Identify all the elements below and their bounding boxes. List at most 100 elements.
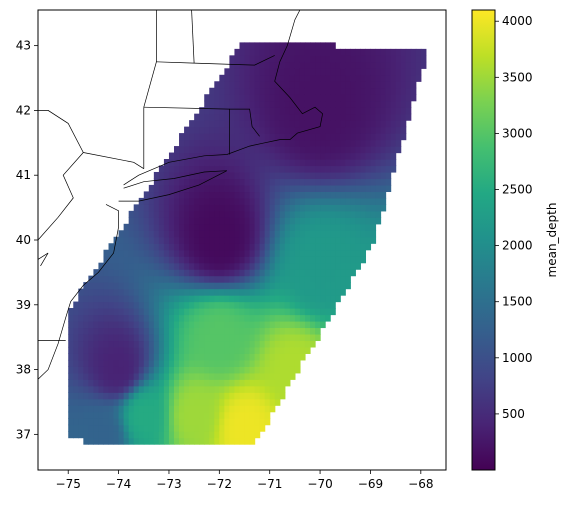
depth-cell xyxy=(395,81,402,89)
depth-cell xyxy=(224,191,231,199)
depth-cell xyxy=(108,385,115,393)
depth-cell xyxy=(138,366,145,374)
depth-cell xyxy=(325,275,331,283)
depth-cell xyxy=(128,262,135,270)
depth-cell xyxy=(390,139,397,147)
depth-cell xyxy=(284,126,291,134)
depth-cell xyxy=(315,301,321,309)
depth-cell xyxy=(224,301,231,309)
depth-cell xyxy=(113,424,120,432)
depth-cell xyxy=(153,256,160,264)
depth-cell xyxy=(289,55,296,63)
map-layer xyxy=(68,42,427,445)
depth-cell xyxy=(179,320,185,329)
depth-cell xyxy=(163,372,170,380)
depth-cell xyxy=(350,210,356,218)
depth-cell xyxy=(224,437,231,445)
depth-cell xyxy=(304,333,311,342)
depth-cell xyxy=(269,61,276,69)
depth-cell xyxy=(168,333,175,342)
depth-cell xyxy=(133,262,140,270)
depth-cell xyxy=(365,74,372,82)
depth-cell xyxy=(380,171,387,180)
depth-cell xyxy=(249,165,256,173)
depth-cell xyxy=(284,133,291,141)
depth-cell xyxy=(360,230,367,238)
depth-cell xyxy=(113,262,120,270)
depth-cell xyxy=(229,133,236,141)
depth-cell xyxy=(335,223,341,231)
depth-cell xyxy=(234,385,241,393)
depth-cell xyxy=(264,113,271,121)
depth-cell xyxy=(299,191,306,199)
depth-cell xyxy=(249,120,256,128)
depth-cell xyxy=(174,282,180,290)
depth-cell xyxy=(163,359,170,367)
depth-cell xyxy=(184,295,190,303)
depth-cell xyxy=(345,94,351,102)
depth-cell xyxy=(103,282,110,290)
depth-cell xyxy=(340,48,346,56)
depth-cell xyxy=(224,320,231,329)
depth-cell xyxy=(219,385,225,393)
depth-cell xyxy=(269,146,276,154)
depth-cell xyxy=(204,107,210,115)
depth-cell xyxy=(179,282,185,290)
depth-cell xyxy=(315,275,321,283)
depth-cell xyxy=(118,424,125,432)
depth-cell xyxy=(355,184,361,193)
depth-cell xyxy=(118,411,125,419)
depth-cell xyxy=(325,165,331,173)
depth-cell xyxy=(365,171,372,180)
depth-cell xyxy=(239,126,246,134)
depth-cell xyxy=(380,81,387,89)
depth-cell xyxy=(163,184,170,193)
depth-cell xyxy=(279,243,286,251)
depth-cell xyxy=(68,346,74,354)
depth-cell xyxy=(249,204,256,212)
depth-cell xyxy=(229,159,236,167)
depth-cell xyxy=(93,308,100,316)
depth-cell xyxy=(204,308,210,316)
depth-cell xyxy=(219,178,225,186)
depth-cell xyxy=(128,340,135,348)
depth-cell xyxy=(365,217,372,225)
depth-cell xyxy=(345,223,351,231)
depth-cell xyxy=(118,372,125,380)
depth-cell xyxy=(103,288,110,296)
depth-cell xyxy=(214,230,220,238)
depth-cell xyxy=(340,282,346,290)
depth-cell xyxy=(304,48,311,56)
depth-cell xyxy=(93,372,100,380)
depth-cell xyxy=(194,398,200,406)
depth-cell xyxy=(254,379,261,387)
depth-cell xyxy=(350,178,356,186)
border-line xyxy=(83,152,144,169)
depth-cell xyxy=(320,197,326,205)
depth-cell xyxy=(143,295,150,303)
depth-cell xyxy=(163,236,170,244)
depth-cell xyxy=(234,87,241,95)
depth-cell xyxy=(310,288,316,296)
depth-cell xyxy=(335,275,341,283)
depth-cell xyxy=(284,346,291,354)
depth-cell xyxy=(239,210,246,218)
depth-cell xyxy=(194,366,200,374)
depth-cell xyxy=(325,256,331,264)
depth-cell xyxy=(219,359,225,367)
depth-cell xyxy=(315,262,321,270)
depth-cell xyxy=(214,191,220,199)
depth-cell xyxy=(289,236,296,244)
depth-cell xyxy=(113,405,120,413)
depth-cell xyxy=(294,269,301,277)
depth-cell xyxy=(269,262,276,270)
depth-cell xyxy=(214,113,220,121)
depth-cell xyxy=(375,61,382,69)
depth-cell xyxy=(199,366,205,374)
depth-cell xyxy=(284,191,291,199)
depth-cell xyxy=(320,191,326,199)
depth-cell xyxy=(214,159,220,167)
depth-cell xyxy=(330,249,336,257)
depth-cell xyxy=(184,405,190,413)
depth-cell xyxy=(83,282,89,290)
